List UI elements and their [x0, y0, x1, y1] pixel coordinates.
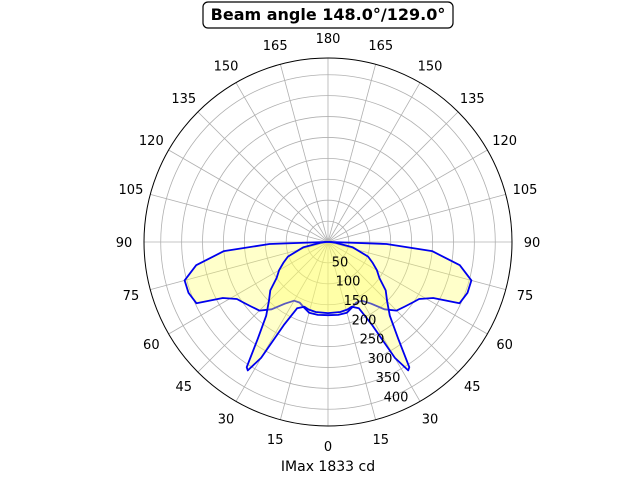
grid-spoke [150, 193, 329, 243]
angle-tick-label: 120 [139, 134, 164, 149]
series-line [245, 241, 411, 372]
angle-tick-label: 75 [517, 289, 534, 304]
grid-spoke [327, 149, 488, 243]
series-fill [184, 242, 472, 316]
grid-spoke [327, 241, 377, 420]
angle-tick-label: 60 [143, 338, 160, 353]
grid-spoke [235, 82, 329, 243]
grid-spoke [235, 241, 329, 402]
x-axis-label: IMax 1833 cd [281, 459, 375, 475]
angle-tick-label: 90 [524, 236, 541, 251]
angle-tick-labels: 180 1651501351201059075604530150153045607… [116, 32, 541, 455]
radial-tick-label: 150 [344, 294, 369, 309]
grid-spoke [327, 241, 488, 335]
radial-tick-labels: 50 100 150 200 250 300 350 400 [332, 255, 409, 405]
angle-tick-label: 105 [513, 183, 538, 198]
angle-tick-label: 150 [214, 59, 239, 74]
series-line [183, 241, 473, 317]
outer-frame [143, 57, 513, 427]
grid-spoke [168, 149, 329, 243]
grid-spoke [327, 241, 421, 402]
angle-tick-label: 150 [418, 59, 443, 74]
grid-spoke [279, 64, 329, 243]
angle-tick-label: 30 [218, 413, 235, 428]
radial-tick-label: 400 [384, 391, 409, 406]
radial-tick-label: 300 [368, 352, 393, 367]
angle-tick-label: 105 [119, 183, 144, 198]
angle-tick-label: 60 [496, 338, 513, 353]
grid-spoke [327, 111, 459, 243]
angle-tick-label: 30 [422, 413, 439, 428]
radial-tick-label: 200 [352, 313, 377, 328]
grid-spoke [197, 111, 329, 243]
title-box [202, 1, 454, 29]
radial-tick-label: 100 [336, 275, 361, 290]
angle-tick-label: 15 [267, 433, 284, 448]
grid-spoke [197, 241, 329, 373]
chart-title: Beam angle 148.0°/129.0° [202, 1, 454, 29]
radial-tick-label: 350 [376, 371, 401, 386]
grid-spoke [327, 82, 421, 243]
title-text: Beam angle 148.0°/129.0° [211, 5, 446, 24]
polar-grid [143, 57, 513, 427]
radial-tick-label: 250 [360, 333, 385, 348]
angle-tick-label: 75 [123, 289, 140, 304]
grid-spoke [168, 241, 329, 335]
grid-spoke [279, 241, 329, 420]
grid-spoke [327, 64, 377, 243]
angle-tick-label: 90 [116, 236, 133, 251]
angle-tick-label: 180 [316, 32, 341, 47]
angle-tick-label: 165 [263, 39, 288, 54]
angle-tick-label: 45 [175, 380, 192, 395]
angle-tick-label: 165 [368, 39, 393, 54]
angle-tick-label: 45 [464, 380, 481, 395]
angle-tick-label: 135 [171, 92, 196, 107]
angle-tick-label: 15 [373, 433, 390, 448]
angle-tick-label: 0 [324, 440, 332, 455]
angle-tick-label: 120 [492, 134, 517, 149]
grid-spoke [327, 193, 506, 243]
angle-tick-label: 135 [460, 92, 485, 107]
radial-tick-label: 50 [332, 255, 349, 270]
series-layer [183, 241, 473, 372]
grid-spoke [327, 241, 459, 373]
series-fill [246, 242, 410, 371]
